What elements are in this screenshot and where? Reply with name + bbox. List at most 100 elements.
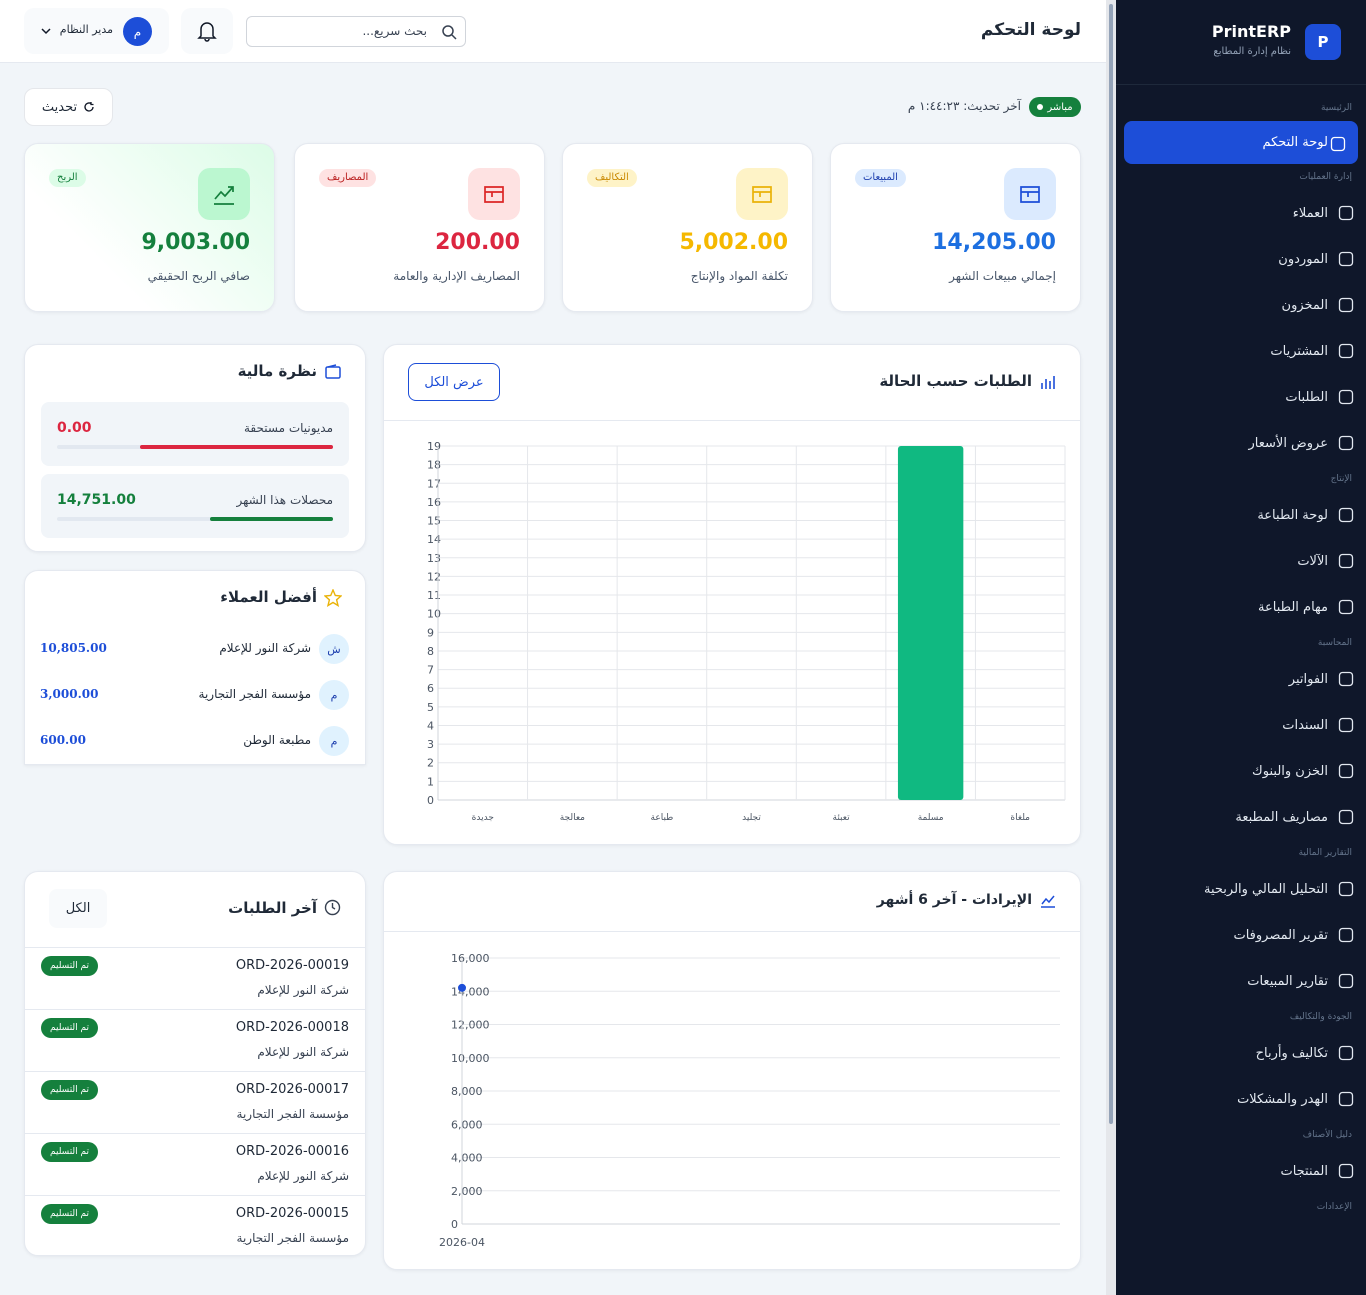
nav-section-label: دليل الأصناف <box>1302 1130 1352 1140</box>
notifications[interactable] <box>181 8 233 54</box>
nav-item[interactable]: التحليل المالي والربحية <box>1116 866 1366 912</box>
nav-icon <box>1338 809 1354 825</box>
nav-label: مهام الطباعة <box>1258 599 1328 615</box>
nav-item[interactable]: الخزن والبنوك <box>1116 748 1366 794</box>
nav-icon <box>1338 507 1354 523</box>
kpi-label: صافي الربح الحقيقي <box>147 269 250 283</box>
kpi-badge: المصاريف <box>319 169 377 187</box>
nav-icon <box>1338 1045 1354 1061</box>
icon <box>484 186 504 203</box>
nav-item[interactable]: تقارير المبيعات <box>1116 958 1366 1004</box>
nav-icon <box>1338 927 1354 943</box>
kpi-value: 200.00 <box>435 230 520 255</box>
finance-label: محصلات هذا الشهر <box>236 493 333 507</box>
nav-item[interactable]: الطلبات <box>1116 374 1366 420</box>
nav-icon <box>1338 717 1354 733</box>
finance-value: 0.00 <box>57 420 92 436</box>
nav-label: تكاليف وأرباح <box>1255 1045 1328 1061</box>
search-placeholder: بحث سريع... <box>362 24 427 38</box>
nav-item[interactable]: المشتريات <box>1116 328 1366 374</box>
nav-item[interactable]: مصاريف المطبعة <box>1116 794 1366 840</box>
scrollbar[interactable] <box>1106 0 1116 1295</box>
trend-icon <box>1041 895 1055 908</box>
kpi-label: المصاريف الإدارية والعامة <box>393 269 520 283</box>
refresh-icon <box>84 102 94 112</box>
nav-item[interactable]: المنتجات <box>1116 1148 1366 1194</box>
kpi-icon <box>1004 168 1056 220</box>
nav-section-label: الجودة والتكاليف <box>1289 1012 1352 1022</box>
order-id: ORD-2026-00015 <box>235 1206 349 1221</box>
order-id: ORD-2026-00018 <box>235 1020 349 1035</box>
icon-shape <box>1338 507 1354 523</box>
icon <box>1020 186 1040 203</box>
order-row[interactable]: ORD-2026-00018 شركة النور للإعلام تم التسل… <box>25 1010 365 1071</box>
nav-label: الطلبات <box>1285 389 1328 405</box>
nav-item[interactable]: مهام الطباعة <box>1116 584 1366 630</box>
customer-name: مطبعة الوطن <box>243 733 311 747</box>
order-row[interactable]: ORD-2026-00016 شركة النور للإعلام تم التسل… <box>25 1134 365 1195</box>
nav-label: لوحة الطباعة <box>1257 507 1328 523</box>
icon-shape <box>1338 927 1354 943</box>
kpi-label: تكلفة المواد والإنتاج <box>690 269 788 283</box>
order-id: ORD-2026-00016 <box>235 1144 349 1159</box>
finance-row: مديونيات مستحقة 0.00 <box>41 402 349 466</box>
order-customer: مؤسسة الفجر التجارية <box>236 1231 349 1245</box>
nav-item[interactable]: الآلات <box>1116 538 1366 584</box>
top-customers-card: أفضل العملاء ش شركة النور للإعلام 10,805.0… <box>24 570 366 765</box>
nav-item[interactable]: المخزون <box>1116 282 1366 328</box>
nav-label: تقارير المبيعات <box>1247 973 1328 989</box>
nav-item[interactable]: الموردون <box>1116 236 1366 282</box>
nav-label: الموردون <box>1278 251 1328 267</box>
kpi-card: التكاليف 5,002.00 تكلفة المواد والإنتاج <box>562 143 813 312</box>
refresh-button[interactable]: تحديث <box>24 88 113 126</box>
finance-value: 14,751.00 <box>57 492 136 508</box>
search-icon <box>442 25 457 40</box>
order-id: ORD-2026-00019 <box>235 958 349 973</box>
nav-label: تقرير المصروفات <box>1233 927 1328 943</box>
brand-subtitle: نظام إدارة المطابع <box>1213 46 1291 57</box>
divider <box>25 1009 365 1010</box>
star-icon <box>324 589 342 607</box>
nav-icon <box>1338 763 1354 779</box>
nav-item[interactable]: لوحة التحكم <box>1124 121 1358 164</box>
icon-shape <box>1338 1045 1354 1061</box>
order-row[interactable]: ORD-2026-00019 شركة النور للإعلام تم التسل… <box>25 948 365 1009</box>
page-title: لوحة التحكم <box>980 20 1081 40</box>
order-row[interactable]: ORD-2026-00017 مؤسسة الفجر التجارية تم الت… <box>25 1072 365 1133</box>
nav-label: مصاريف المطبعة <box>1235 809 1328 825</box>
order-customer: شركة النور للإعلام <box>257 1045 349 1059</box>
nav-item[interactable]: تكاليف وأرباح <box>1116 1030 1366 1076</box>
brand: PrintERP <box>1211 22 1291 41</box>
icon-shape <box>1338 881 1354 897</box>
nav-icon <box>1338 205 1354 221</box>
nav-item[interactable]: الفواتير <box>1116 656 1366 702</box>
nav-item[interactable]: السندات <box>1116 702 1366 748</box>
user-menu[interactable]: م مدير النظام <box>24 8 169 54</box>
icon <box>752 186 772 203</box>
nav-label: المخزون <box>1281 297 1328 313</box>
icon-shape <box>1338 973 1354 989</box>
nav-item[interactable]: العملاء <box>1116 190 1366 236</box>
nav-item[interactable]: تقرير المصروفات <box>1116 912 1366 958</box>
nav-icon <box>1338 435 1354 451</box>
nav-item[interactable]: لوحة الطباعة <box>1116 492 1366 538</box>
nav-label: السندات <box>1282 717 1328 733</box>
live-pill: مباشر <box>1029 97 1081 117</box>
status-badge: تم التسليم <box>41 1204 99 1224</box>
chart-icon <box>1041 376 1055 389</box>
status-badge: تم التسليم <box>41 1080 99 1100</box>
nav-section-label: الرئيسية <box>1321 103 1352 113</box>
kpi-value: 14,205.00 <box>932 230 1056 255</box>
nav-icon <box>1338 343 1354 359</box>
order-row[interactable]: ORD-2026-00015 مؤسسة الفجر التجارية تم الت… <box>25 1196 365 1257</box>
search-box[interactable]: بحث سريع... <box>246 16 466 47</box>
nav-item[interactable]: الهدر والمشكلات <box>1116 1076 1366 1122</box>
nav-label: التحليل المالي والربحية <box>1204 881 1328 897</box>
divider <box>25 947 365 948</box>
nav-item[interactable]: عروض الأسعار <box>1116 420 1366 466</box>
order-id: ORD-2026-00017 <box>235 1082 349 1097</box>
view-all-button[interactable]: عرض الكل <box>408 363 500 401</box>
order-customer: شركة النور للإعلام <box>257 1169 349 1183</box>
nav-label: الفواتير <box>1288 671 1328 687</box>
all-orders-button[interactable]: الكل <box>49 889 107 928</box>
